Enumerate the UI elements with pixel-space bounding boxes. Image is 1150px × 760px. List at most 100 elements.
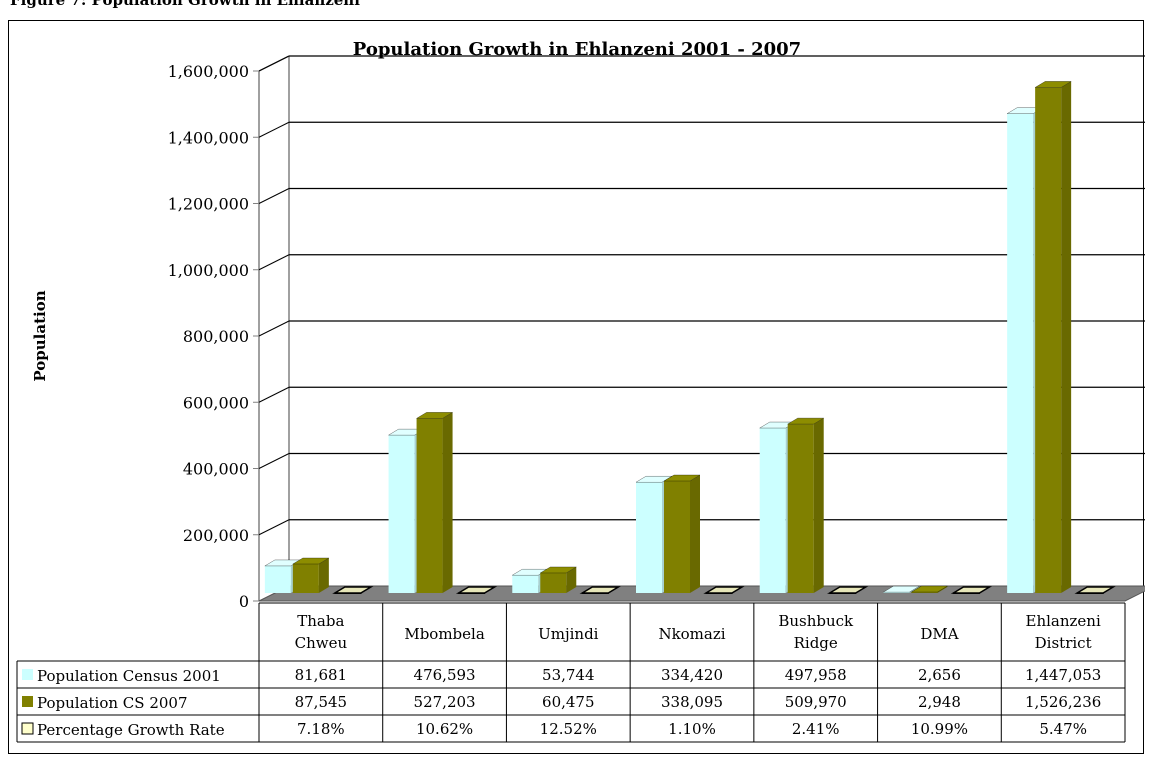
y-tick-label: 0: [239, 592, 249, 611]
bar-top: [1074, 586, 1116, 594]
x-category-label: Mbombela: [404, 625, 484, 643]
bar-front: [512, 575, 539, 593]
bar-front: [1007, 113, 1034, 593]
data-label: 1,526,236: [1025, 693, 1101, 711]
gridline-side: [258, 519, 290, 536]
x-category-label: Ridge: [794, 634, 838, 652]
bar-front: [416, 418, 443, 593]
data-label: 60,475: [542, 693, 595, 711]
bar-population-cs-2007: [663, 474, 701, 593]
figure-caption: Figure 7: Population Growth in Ehlanzeni: [10, 0, 360, 9]
gridline-side: [258, 254, 290, 271]
data-label: 7.18%: [297, 720, 345, 738]
bar-top: [579, 586, 621, 594]
bar-front: [787, 424, 814, 593]
y-tick-label: 600,000: [183, 393, 249, 412]
bar-top: [455, 586, 498, 594]
x-category-label: District: [1035, 634, 1092, 652]
data-label: 497,958: [785, 666, 847, 684]
bar-population-cs-2007: [1034, 81, 1072, 593]
bar-top: [663, 474, 701, 482]
x-category-label: DMA: [920, 625, 958, 643]
x-category-label: Ehlanzeni: [1026, 612, 1101, 630]
y-axis-label: Population: [31, 290, 49, 381]
legend-swatch: [22, 696, 33, 707]
data-label: 509,970: [785, 693, 847, 711]
data-label: 53,744: [542, 666, 595, 684]
bar-side: [442, 412, 453, 593]
data-label: 10.99%: [911, 720, 968, 738]
bar-population-cs-2007: [787, 417, 825, 593]
data-label: 1.10%: [668, 720, 716, 738]
bar-population-cs-2007: [910, 585, 948, 593]
bar-top: [787, 417, 825, 425]
bar-side: [566, 566, 577, 593]
bar-population-cs-2007: [292, 557, 330, 593]
data-label: 476,593: [414, 666, 476, 684]
x-category-label: Umjindi: [538, 625, 599, 643]
legend-swatch: [22, 669, 33, 680]
data-label: 87,545: [295, 693, 348, 711]
bar-population-cs-2007: [539, 566, 577, 593]
y-tick-label: 1,600,000: [168, 62, 249, 81]
bar-front: [636, 482, 662, 593]
bar-top: [292, 557, 330, 565]
bar-side: [318, 558, 329, 593]
bar-percentage-growth-rate: [332, 586, 374, 594]
gridline-side: [258, 121, 290, 138]
data-label: 2.41%: [792, 720, 840, 738]
y-tick-label: 1,000,000: [168, 261, 249, 280]
chart-svg: Population Growth in Ehlanzeni 2001 - 20…: [16, 39, 1145, 743]
bar-percentage-growth-rate: [950, 586, 993, 594]
bar-front: [759, 428, 786, 593]
bar-population-census-2001: [882, 585, 920, 593]
bar-top: [332, 586, 374, 594]
bar-front: [292, 564, 319, 593]
data-label: 2,948: [918, 693, 961, 711]
data-label: 338,095: [661, 693, 723, 711]
chart-title: Population Growth in Ehlanzeni 2001 - 20…: [353, 39, 801, 60]
y-tick-label: 800,000: [183, 327, 249, 346]
bar-front: [540, 572, 567, 593]
bar-side: [813, 418, 824, 593]
legend-entry: Percentage Growth Rate: [37, 721, 225, 739]
data-label: 81,681: [295, 666, 348, 684]
bar-front: [1035, 87, 1062, 593]
data-label: 10.62%: [416, 720, 473, 738]
bar-percentage-growth-rate: [579, 586, 621, 594]
bar-top: [703, 586, 745, 594]
gridline-side: [258, 320, 290, 337]
gridline-side: [258, 188, 290, 204]
y-tick-label: 1,400,000: [168, 128, 249, 147]
chart-frame: Population Growth in Ehlanzeni 2001 - 20…: [8, 20, 1145, 754]
bar-side: [937, 586, 948, 593]
bar-front: [264, 565, 291, 593]
bar-front: [883, 592, 910, 593]
gridline-side: [258, 55, 290, 72]
gridline-side: [258, 386, 290, 403]
y-tick-label: 400,000: [183, 460, 249, 479]
legend-entry: Population Census 2001: [37, 667, 221, 685]
legend-swatch: [21, 722, 34, 735]
data-label: 527,203: [414, 693, 476, 711]
bar-percentage-growth-rate: [1074, 586, 1116, 594]
bar-front: [911, 592, 938, 593]
bar-front: [388, 435, 415, 593]
bar-front: [664, 481, 690, 593]
bar-percentage-growth-rate: [703, 586, 745, 594]
data-label: 334,420: [661, 666, 723, 684]
data-label: 12.52%: [540, 720, 597, 738]
x-category-label: Chweu: [295, 634, 348, 652]
legend-entry: Population CS 2007: [37, 694, 188, 712]
y-tick-label: 200,000: [183, 526, 249, 545]
data-label: 1,447,053: [1025, 666, 1101, 684]
bar-top: [882, 585, 920, 593]
x-category-label: Bushbuck: [778, 612, 854, 630]
bar-top: [910, 585, 948, 593]
y-tick-label: 1,200,000: [168, 195, 249, 214]
x-category-label: Thaba: [297, 612, 344, 630]
bar-top: [1034, 81, 1072, 88]
bar-population-cs-2007: [416, 412, 454, 593]
bar-percentage-growth-rate: [827, 586, 869, 594]
data-label: 2,656: [918, 666, 961, 684]
